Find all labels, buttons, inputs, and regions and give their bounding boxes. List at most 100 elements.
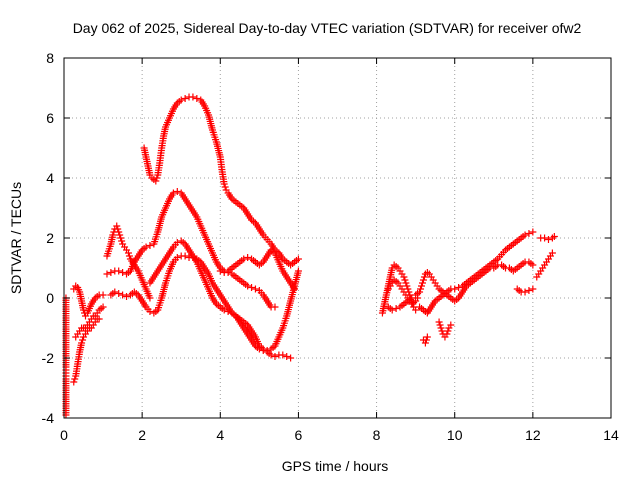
- data-point: [173, 254, 181, 261]
- data-point: [80, 306, 88, 314]
- grid-lines: [64, 58, 611, 418]
- data-point: [220, 180, 228, 188]
- data-point: [255, 345, 263, 353]
- data-point: [220, 306, 228, 314]
- series-track-r: [513, 285, 537, 296]
- data-point: [529, 228, 537, 236]
- data-point: [451, 285, 459, 293]
- data-point: [291, 285, 299, 293]
- data-point: [259, 347, 267, 354]
- data-point: [142, 243, 150, 251]
- data-point: [402, 279, 410, 287]
- data-point: [294, 267, 302, 275]
- data-point: [418, 282, 426, 290]
- data-point: [544, 236, 552, 243]
- data-point-interp: [418, 279, 426, 287]
- data-point: [111, 288, 119, 296]
- series-track-e: [103, 222, 154, 302]
- data-point: [95, 315, 103, 323]
- data-point-interp: [403, 282, 411, 290]
- y-tick-label: -2: [42, 350, 55, 366]
- data-point-interp: [221, 183, 229, 191]
- data-point: [117, 234, 125, 242]
- series-track-m: [384, 294, 416, 314]
- series-track-b: [70, 315, 103, 386]
- y-tick-label: -4: [42, 410, 55, 426]
- data-point: [115, 267, 123, 275]
- data-point: [521, 231, 529, 239]
- data-point: [107, 269, 115, 276]
- data-point: [267, 351, 275, 359]
- data-point: [119, 291, 127, 299]
- data-point: [548, 249, 556, 257]
- data-point: [124, 249, 132, 257]
- data-point-interp: [79, 336, 87, 344]
- data-point-interp: [153, 174, 161, 182]
- data-point: [443, 330, 451, 338]
- data-point: [525, 230, 533, 237]
- x-axis-label: GPS time / hours: [282, 458, 389, 474]
- data-point: [146, 308, 154, 315]
- y-tick-label: 4: [46, 170, 54, 186]
- data-point: [99, 291, 107, 299]
- data-point: [113, 222, 121, 230]
- data-point: [70, 378, 78, 386]
- axis-ticks: [63, 57, 612, 419]
- data-point: [220, 269, 228, 276]
- x-tick-label: 12: [525, 427, 541, 443]
- series-track-g: [107, 252, 302, 354]
- data-point: [271, 353, 279, 360]
- y-tick-labels: -4 -2 0 2 4 6 8: [42, 50, 55, 426]
- x-tick-label: 14: [603, 427, 619, 443]
- y-tick-label: 2: [46, 230, 54, 246]
- series-track-n: [412, 258, 537, 305]
- data-point-interp: [118, 237, 126, 245]
- data-point: [400, 273, 408, 281]
- data-point: [173, 239, 181, 246]
- y-tick-label: 0: [46, 290, 54, 306]
- data-point: [181, 252, 189, 260]
- data-point: [455, 284, 463, 291]
- series-track-d: [72, 303, 107, 341]
- data-point: [541, 234, 549, 242]
- data-point-interp: [114, 225, 122, 233]
- data-point: [437, 324, 445, 332]
- data-point-interp: [417, 285, 425, 293]
- data-point: [123, 293, 131, 300]
- series-track-j: [216, 246, 299, 293]
- data-point: [294, 255, 302, 263]
- data-point-interp: [420, 273, 428, 281]
- data-point: [419, 276, 427, 284]
- series-track-p: [419, 333, 431, 347]
- data-point-interp: [116, 231, 124, 239]
- data-point: [525, 287, 533, 294]
- data-point: [416, 288, 424, 296]
- data-point: [240, 255, 248, 263]
- data-point: [408, 294, 416, 302]
- series-track-f: [103, 188, 279, 311]
- y-tick-label: 6: [46, 110, 54, 126]
- data-point: [193, 95, 201, 102]
- data-point: [115, 228, 123, 236]
- data-point: [283, 353, 291, 360]
- data-point-interp: [438, 327, 446, 335]
- data-point: [388, 306, 396, 314]
- data-point-interp: [444, 327, 452, 335]
- data-point: [423, 333, 431, 341]
- data-point: [529, 285, 537, 293]
- data-point: [173, 188, 181, 195]
- data-point: [119, 269, 127, 276]
- series-track-h: [140, 93, 302, 269]
- x-tick-label: 4: [216, 427, 224, 443]
- data-point: [529, 261, 537, 269]
- x-tick-label: 10: [447, 427, 463, 443]
- data-point: [103, 270, 111, 278]
- data-point: [169, 189, 177, 197]
- data-point: [435, 318, 443, 326]
- data-points: [62, 93, 558, 419]
- data-point-interp: [436, 321, 444, 329]
- data-point: [404, 285, 412, 293]
- data-point-interp: [71, 375, 79, 383]
- chart-title: Day 062 of 2025, Sidereal Day-to-day VTE…: [73, 20, 582, 36]
- x-tick-label: 6: [295, 427, 303, 443]
